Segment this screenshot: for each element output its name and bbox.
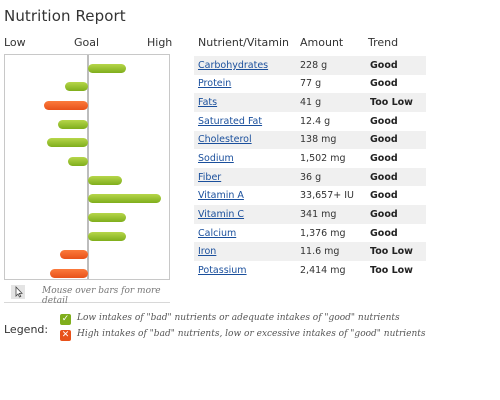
table-row: Protein 77 g Good	[194, 75, 426, 94]
nutrient-cell: Iron	[194, 242, 300, 262]
legend-bad-text: High intakes of "bad" nutrients, low or …	[77, 329, 426, 339]
nutrient-link[interactable]: Calcium	[198, 227, 237, 239]
nutrient-bar[interactable]	[88, 194, 162, 204]
trend-cell: Good	[370, 190, 398, 202]
nutrient-link[interactable]: Fiber	[198, 171, 222, 183]
amount-cell: 12.4 g	[300, 115, 331, 127]
nutrient-bar[interactable]	[88, 213, 127, 223]
nutrient-link[interactable]: Protein	[198, 78, 232, 90]
table-row: Fats 41 g Too Low	[194, 93, 426, 112]
amount-cell: 77 g	[300, 78, 322, 90]
table-row: Potassium 2,414 mg Too Low	[194, 261, 426, 280]
nutrient-bar[interactable]	[43, 101, 88, 111]
amount-cell: 341 mg	[300, 205, 370, 224]
nutrient-link[interactable]: Cholesterol	[198, 134, 252, 146]
nutrient-bar[interactable]	[67, 157, 88, 167]
nutrient-table: Carbohydrates 228 g Good Protein 77 g Good Fat…	[194, 56, 426, 280]
nutrient-bar[interactable]	[59, 250, 88, 260]
nutrient-bar[interactable]	[58, 119, 88, 129]
nutrient-link[interactable]: Fats	[198, 97, 218, 109]
amount-cell: 11.6 mg	[300, 242, 370, 262]
nutrient-bar[interactable]	[47, 138, 88, 148]
nutrient-link[interactable]: Saturated Fat	[198, 115, 263, 127]
nutrient-bar[interactable]	[88, 63, 127, 73]
check-icon: ✓	[60, 314, 71, 325]
table-row: Cholesterol 138 mg Good	[194, 130, 426, 150]
nutrient-cell: Saturated Fat	[194, 112, 300, 131]
nutrient-bar[interactable]	[64, 82, 88, 92]
goal-line	[87, 55, 89, 279]
table-row: Sodium 1,502 mg Good	[194, 149, 426, 168]
x-icon: ✕	[60, 330, 71, 341]
nutrient-cell: Vitamin C	[194, 205, 300, 224]
amount-cell: 1,502 mg	[300, 153, 346, 165]
nutrient-cell: Cholesterol	[194, 130, 300, 150]
cursor-icon	[11, 285, 25, 299]
amount-cell: 138 mg	[300, 130, 370, 150]
amount-cell: 228 g	[300, 56, 370, 75]
legend-good-text: Low intakes of "bad" nutrients or adequa…	[77, 313, 400, 323]
trend-cell: Good	[370, 167, 426, 187]
nutrient-cell: Fats	[194, 93, 300, 112]
trend-cell: Good	[370, 227, 398, 239]
column-header-trend: Trend	[368, 36, 399, 49]
nutrient-cell: Carbohydrates	[194, 56, 300, 75]
nutrient-link[interactable]: Vitamin C	[198, 208, 245, 220]
trend-cell: Too Low	[370, 242, 426, 262]
trend-cell: Too Low	[370, 93, 426, 112]
column-header-amount: Amount	[300, 36, 344, 49]
trend-cell: Good	[370, 130, 426, 150]
nutrient-link[interactable]: Potassium	[198, 264, 247, 276]
table-row: Carbohydrates 228 g Good	[194, 56, 426, 75]
amount-cell: 33,657+ IU	[300, 190, 354, 202]
scale-high-label: High	[147, 36, 173, 49]
trend-cell: Good	[370, 153, 398, 165]
table-row: Saturated Fat 12.4 g Good	[194, 112, 426, 131]
scale-low-label: Low	[4, 36, 26, 49]
nutrient-link[interactable]: Carbohydrates	[198, 59, 269, 71]
nutrient-link[interactable]: Vitamin A	[198, 190, 244, 202]
trend-cell: Good	[370, 56, 426, 75]
column-header-nutrient: Nutrient/Vitamin	[198, 36, 289, 49]
page-title: Nutrition Report	[4, 7, 126, 25]
nutrient-cell: Vitamin A	[194, 186, 300, 205]
trend-cell: Good	[370, 78, 398, 90]
trend-cell: Good	[370, 115, 398, 127]
nutrient-cell: Calcium	[194, 224, 300, 243]
amount-cell: 1,376 mg	[300, 227, 346, 239]
nutrient-link[interactable]: Sodium	[198, 153, 234, 165]
amount-cell: 41 g	[300, 93, 370, 112]
table-row: Iron 11.6 mg Too Low	[194, 242, 426, 262]
table-row: Calcium 1,376 mg Good	[194, 224, 426, 243]
nutrient-link[interactable]: Iron	[198, 246, 217, 258]
legend-label: Legend:	[4, 323, 49, 336]
table-row: Vitamin A 33,657+ IU Good	[194, 186, 426, 205]
amount-cell: 36 g	[300, 167, 370, 187]
nutrient-cell: Sodium	[194, 149, 300, 168]
nutrient-cell: Fiber	[194, 167, 300, 187]
trend-cell: Too Low	[370, 264, 413, 276]
nutrient-bar-chart	[4, 54, 170, 280]
scale-goal-label: Goal	[74, 36, 100, 49]
trend-cell: Good	[370, 205, 426, 224]
nutrient-bar[interactable]	[88, 231, 127, 241]
table-row: Vitamin C 341 mg Good	[194, 205, 426, 224]
nutrient-cell: Protein	[194, 75, 300, 94]
nutrient-bar[interactable]	[88, 175, 122, 185]
table-row: Fiber 36 g Good	[194, 167, 426, 187]
mouseover-hint: Mouse over bars for more detail	[4, 283, 170, 306]
nutrient-cell: Potassium	[194, 261, 300, 280]
amount-cell: 2,414 mg	[300, 264, 346, 276]
nutrient-bar[interactable]	[49, 268, 88, 278]
mouseover-hint-text: Mouse over bars for more detail	[42, 286, 161, 306]
